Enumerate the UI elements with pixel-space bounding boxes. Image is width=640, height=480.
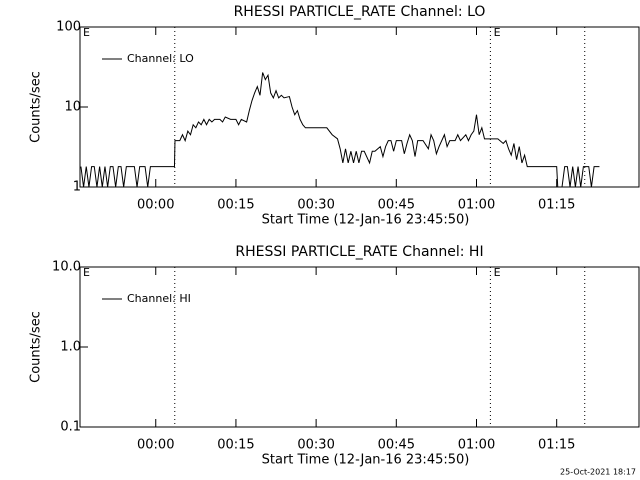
y-tick-label: 10 <box>64 100 81 115</box>
timestamp: 25-Oct-2021 18:17 <box>560 468 636 477</box>
x-tick-label: 01:15 <box>538 438 575 453</box>
x-axis-label: Start Time (12-Jan-16 23:45:50) <box>262 453 470 468</box>
chart-title: RHESSI PARTICLE_RATE Channel: HI <box>235 244 483 260</box>
y-tick-label: 1 <box>73 180 81 195</box>
y-axis-label: Counts/sec <box>29 311 44 383</box>
chart-title: RHESSI PARTICLE_RATE Channel: LO <box>234 4 486 20</box>
event-label: E <box>494 266 501 279</box>
x-tick-label: 00:15 <box>217 198 254 213</box>
y-tick-label: 0.1 <box>60 420 81 435</box>
y-tick-label: 1.0 <box>60 340 81 355</box>
event-label: E <box>83 266 90 279</box>
x-tick-label: 01:00 <box>458 438 495 453</box>
axes-frame <box>79 266 640 428</box>
x-tick-label: 00:45 <box>378 198 415 213</box>
x-tick-label: 00:15 <box>217 438 254 453</box>
x-tick-label: 00:00 <box>137 198 174 213</box>
axes-frame <box>79 26 640 188</box>
data-line <box>80 72 600 188</box>
event-label: E <box>494 26 501 39</box>
y-axis-label: Counts/sec <box>29 71 44 143</box>
x-tick-label: 00:30 <box>297 438 334 453</box>
x-axis-label: Start Time (12-Jan-16 23:45:50) <box>262 213 470 228</box>
legend-label: Channel: LO <box>127 52 194 65</box>
x-tick-label: 00:30 <box>297 198 334 213</box>
legend-label: Channel: HI <box>127 292 191 305</box>
y-tick-label: 100 <box>56 20 81 35</box>
x-tick-label: 01:00 <box>458 198 495 213</box>
x-tick-label: 00:00 <box>137 438 174 453</box>
x-tick-label: 00:45 <box>378 438 415 453</box>
y-tick-label: 10.0 <box>52 260 81 275</box>
x-tick-label: 01:15 <box>538 198 575 213</box>
event-label: E <box>83 26 90 39</box>
